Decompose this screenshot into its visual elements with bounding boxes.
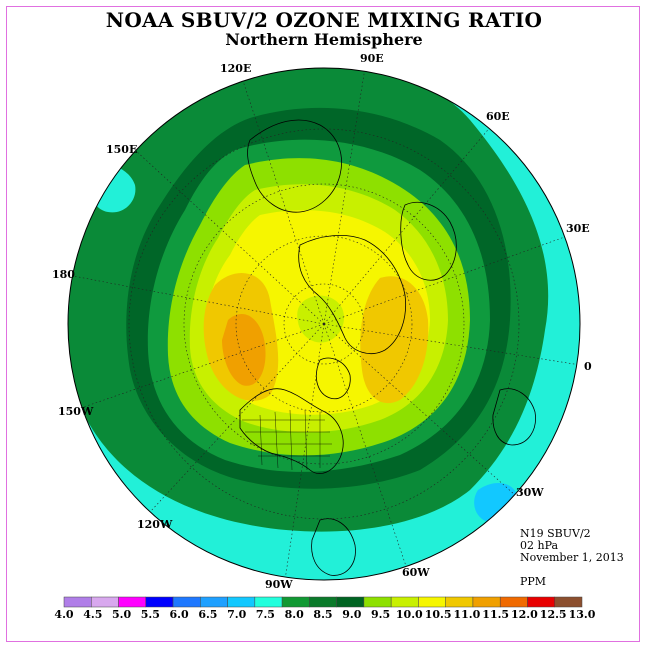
colorbar-tick-label: 11.0 [453,608,481,621]
lon-label-150e: 150E [106,143,138,156]
lon-label-150w: 150W [58,405,94,418]
colorbar-tick-label: 12.5 [539,608,567,621]
colorbar-swatch [227,596,256,608]
colorbar-swatch [309,596,337,608]
lon-label-30e: 30E [566,222,590,235]
graticule [68,68,580,580]
colorbar-tick-label: 7.0 [227,608,247,621]
colorbar-swatch [445,596,474,608]
colorbar-swatches [63,596,583,608]
colorbar-tick-label: 5.0 [112,608,132,621]
info-date: November 1, 2013 [520,551,624,564]
info-satellite: N19 SBUV/2 [520,527,591,540]
coast-north-america [239,388,344,474]
colorbar-swatch [118,596,147,608]
colorbar-tick-label: 13.0 [568,608,596,621]
colorbar-swatch [145,596,174,608]
colorbar-tick-label: 10.0 [395,608,423,621]
colorbar-swatch [281,596,310,608]
coast-eurasia [298,235,406,354]
colorbar-swatch [418,596,446,608]
map-boundary [67,67,581,581]
coast-greenland [316,357,351,400]
coast-asia-east [247,119,342,213]
colorbar-tick-label: 8.5 [313,608,333,621]
colorbar-tick-label: 9.0 [342,608,362,621]
coast-europe [400,201,457,281]
colorbar-swatch [527,596,555,608]
map-title: NOAA SBUV/2 OZONE MIXING RATIO [105,8,543,32]
colorbar-tick-label: 7.5 [255,608,275,621]
lon-label-120w: 120W [137,518,173,531]
colorbar-tick-label: 6.0 [169,608,189,621]
lon-label-90w: 90W [265,578,293,591]
colorbar-swatch [254,596,283,608]
colorbar-swatch [63,596,92,608]
colorbar-swatch [336,596,365,608]
map-subtitle: Northern Hemisphere [225,30,423,49]
colorbar-swatch [499,596,528,608]
coast-south-america [311,518,356,576]
colorbar-swatch [554,596,583,608]
colorbar-tick-label: 4.5 [83,608,103,621]
colorbar-tick-label: 11.5 [482,608,510,621]
colorbar-swatch [172,596,201,608]
colorbar-swatch [390,596,419,608]
lon-label-60w: 60W [402,566,430,579]
colorbar-swatch [363,596,392,608]
colorbar-tick-label: 8.0 [284,608,304,621]
patch-gold-east [360,276,429,404]
colorbar-swatch [91,596,119,608]
lon-label-90e: 90E [360,52,384,65]
patch-orange-west [222,314,266,386]
lon-label-120e: 120E [220,62,252,75]
colorbar-swatch [200,596,228,608]
colorbar-tick-label: 4.0 [54,608,74,621]
us-grid [242,409,332,471]
info-pressure: 02 hPa [520,539,559,552]
colorbar-tick-label: 10.5 [424,608,452,621]
coastlines [239,119,536,576]
ozone-field [68,68,580,580]
lon-label-0: 0 [584,360,592,373]
lon-label-180: 180 [52,268,75,281]
coast-africa [492,388,536,446]
lon-label-60e: 60E [486,110,510,123]
lon-label-30w: 30W [516,486,544,499]
info-unit: PPM [520,575,547,588]
patch-yellow-green-pole [297,295,345,343]
colorbar-tick-label: 12.0 [510,608,538,621]
colorbar-swatch [472,596,501,608]
colorbar-tick-label: 9.5 [371,608,391,621]
colorbar-tick-label: 6.5 [198,608,218,621]
colorbar-tick-label: 5.5 [140,608,160,621]
figure-frame [6,6,640,642]
